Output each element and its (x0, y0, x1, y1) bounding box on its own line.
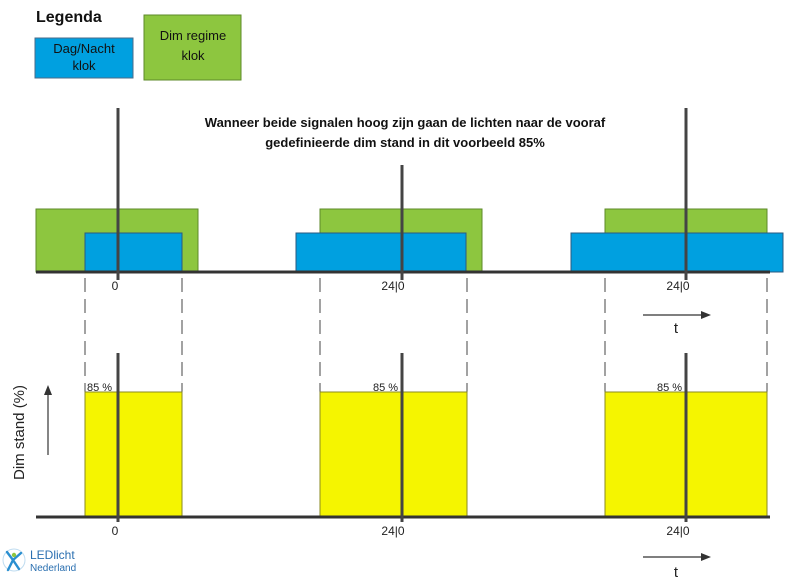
legend-day-night-swatch (34, 37, 134, 79)
dim-level-block-1 (84, 391, 183, 518)
logo-line1: LEDlicht (30, 548, 75, 562)
top-t-label: t (674, 320, 679, 337)
bottom-t-label: t (674, 564, 679, 581)
day-night-block-3 (570, 232, 784, 273)
legend-day-night-line2: klok (72, 58, 96, 73)
y-axis-label: Dim stand (%) (11, 385, 28, 480)
top-tick-label-1: 0 (112, 279, 119, 293)
day-night-block-1 (84, 232, 183, 273)
top-t-arrow-head (701, 311, 711, 319)
dim-level-label-2: 85 % (373, 382, 398, 394)
note-line1: Wanneer beide signalen hoog zijn gaan de… (205, 115, 606, 130)
logo: LEDlicht Nederland (2, 548, 76, 574)
legend-dim-regime-line1: Dim regime (160, 28, 226, 43)
top-tick-label-3: 24|0 (666, 279, 689, 293)
dim-level-block-2 (319, 391, 468, 518)
dim-level-label-1: 85 % (87, 382, 112, 394)
legend-dim-regime-swatch (143, 14, 242, 81)
legend-dim-regime-line2: klok (181, 48, 205, 63)
dashed-connectors (84, 278, 768, 392)
day-night-block-2 (295, 232, 467, 273)
logo-line2: Nederland (30, 563, 76, 574)
legend-day-night-line1: Dag/Nacht (53, 41, 115, 56)
dim-level-label-3: 85 % (657, 382, 682, 394)
note-line2: gedefinieerde dim stand in dit voorbeeld… (265, 135, 545, 150)
y-axis-arrow-head (44, 385, 52, 395)
top-tick-label-2: 24|0 (381, 279, 404, 293)
bottom-tick-label-2: 24|0 (381, 524, 404, 538)
legend-title: Legenda (36, 9, 102, 26)
bottom-tick-label-1: 0 (112, 524, 119, 538)
logo-dot-icon (11, 552, 17, 558)
bottom-tick-label-3: 24|0 (666, 524, 689, 538)
logo-figure-icon (5, 550, 23, 572)
bottom-t-arrow-head (701, 553, 711, 561)
